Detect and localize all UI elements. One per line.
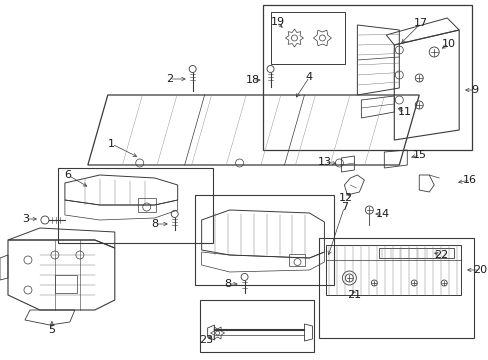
Bar [55,275,77,293]
Text: 22: 22 [433,250,447,260]
Bar [262,5,471,150]
Text: 12: 12 [339,193,353,203]
Text: 2: 2 [166,74,173,84]
Text: 14: 14 [375,209,389,219]
Text: 1: 1 [108,139,115,149]
Text: 18: 18 [245,75,259,85]
Text: 20: 20 [472,265,486,275]
Text: 11: 11 [397,107,411,117]
Text: 9: 9 [470,85,478,95]
Text: 7: 7 [340,202,347,212]
Text: 4: 4 [305,72,312,82]
Text: 23: 23 [199,335,213,345]
Text: 3: 3 [22,214,29,224]
Text: 19: 19 [270,17,284,27]
Text: 17: 17 [413,18,427,28]
Bar [199,300,314,352]
Bar [319,238,473,338]
Text: 13: 13 [317,157,331,167]
Text: 16: 16 [462,175,476,185]
Bar [58,168,212,243]
Text: 5: 5 [48,325,55,335]
Text: 15: 15 [412,150,427,160]
Text: 21: 21 [346,290,361,300]
Bar [194,195,334,285]
Text: 8: 8 [151,219,158,229]
Bar [270,12,345,64]
Text: 6: 6 [64,170,71,180]
Text: 10: 10 [441,39,455,49]
Text: 8: 8 [224,279,231,289]
Bar [138,198,155,212]
Bar [289,254,305,266]
